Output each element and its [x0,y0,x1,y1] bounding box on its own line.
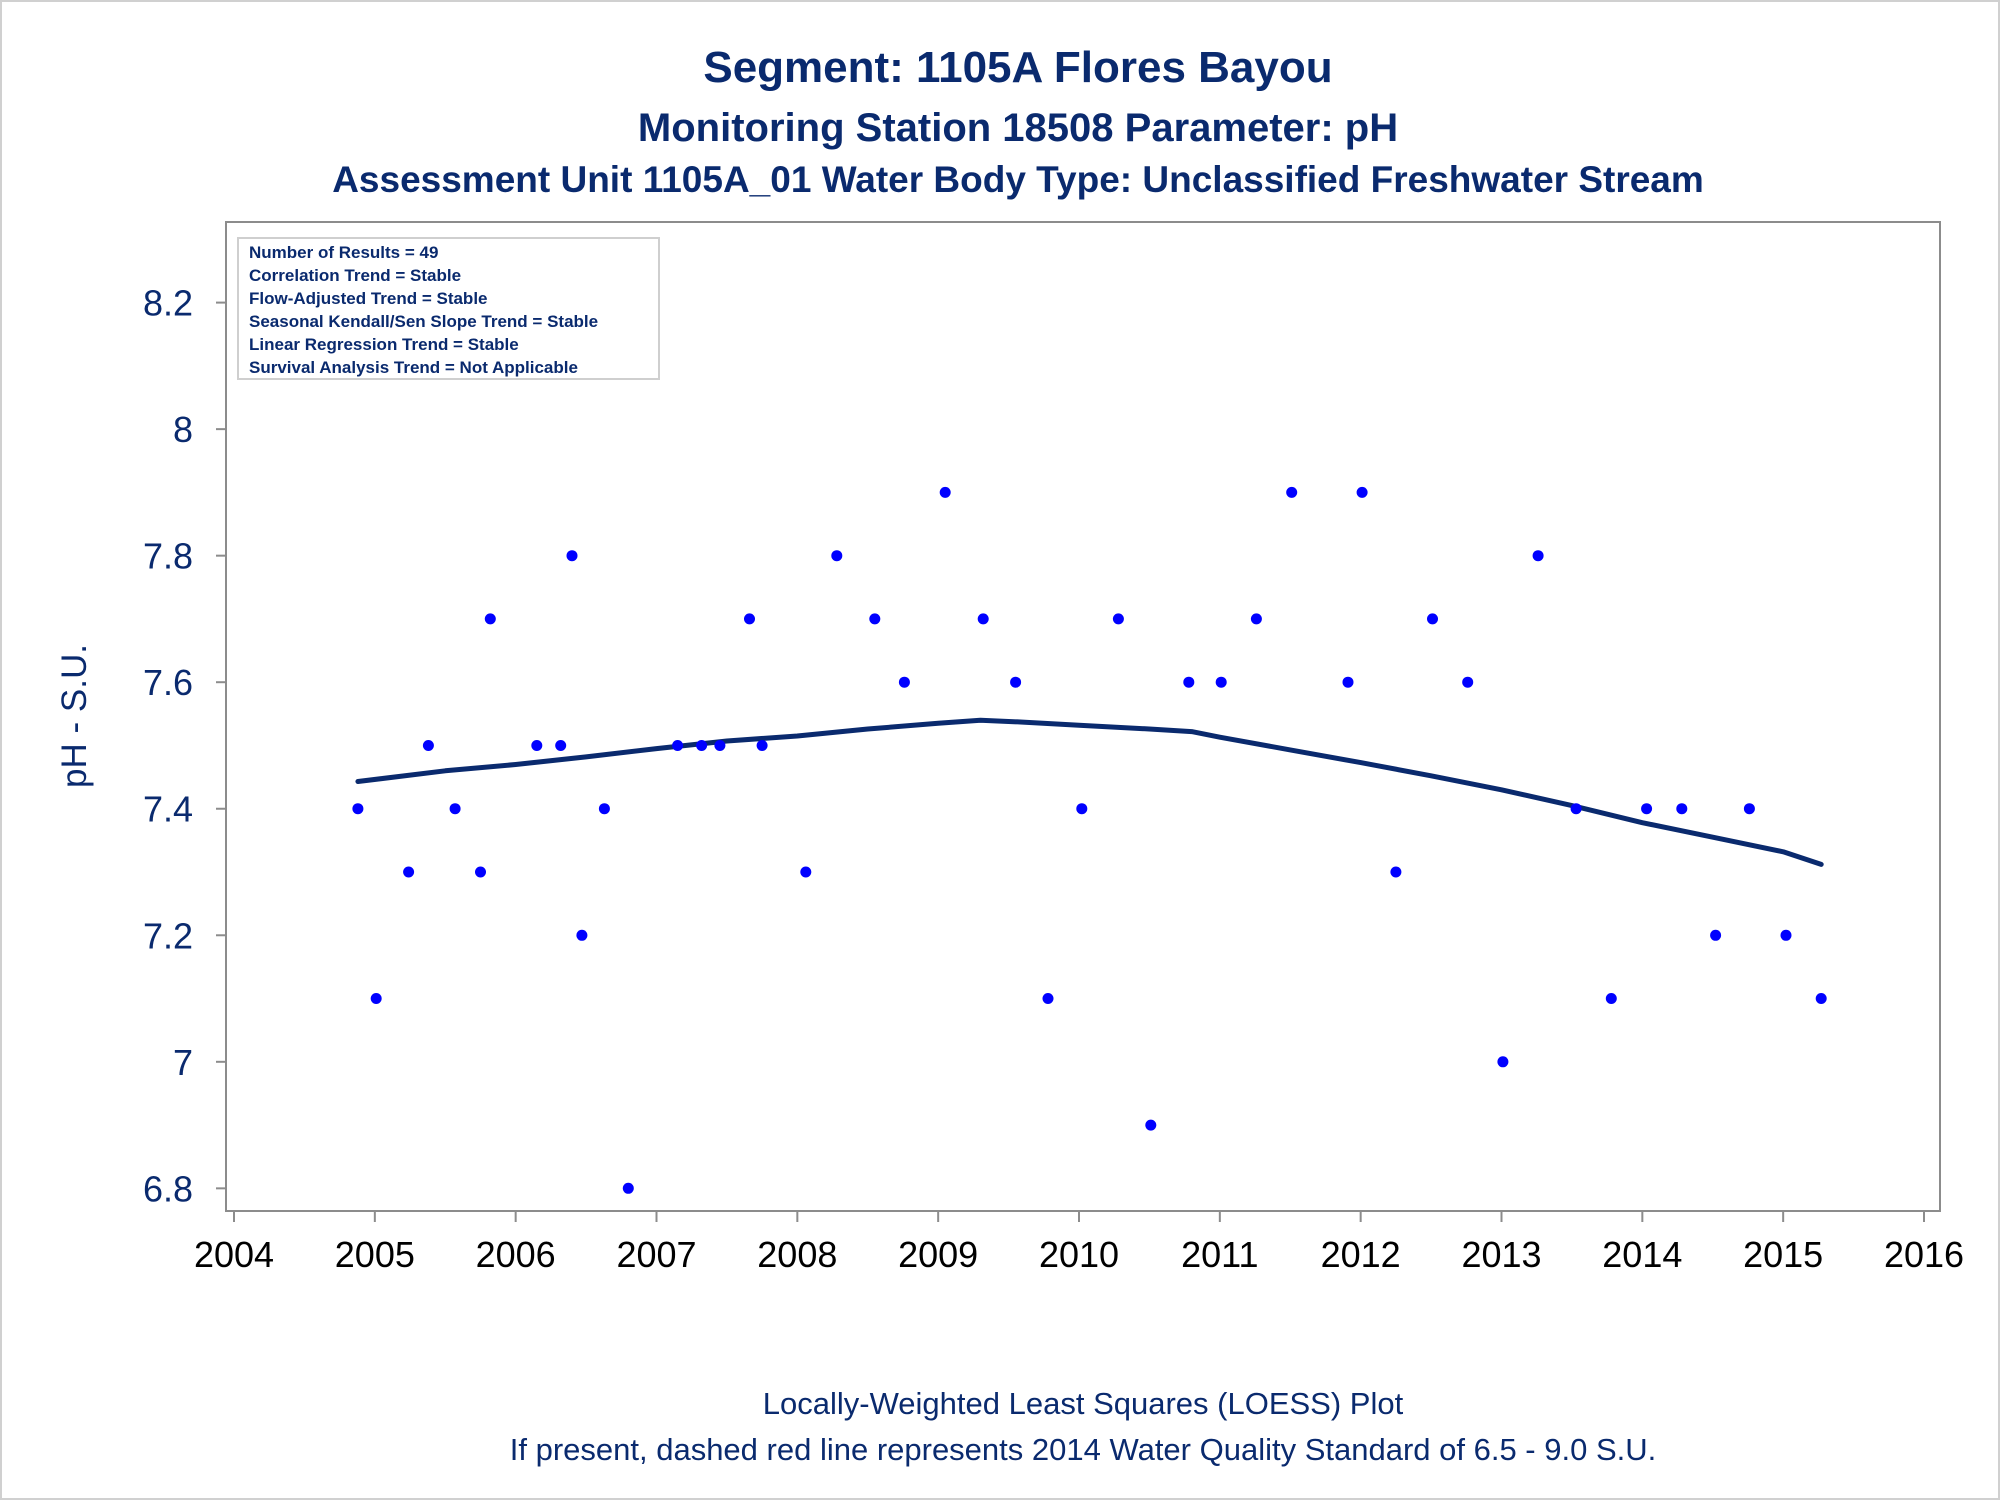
x-tick-label: 2010 [1039,1234,1119,1275]
data-point [352,803,364,815]
data-point [1342,676,1354,688]
data-point [576,929,588,941]
stats-line: Correlation Trend = Stable [249,266,461,285]
data-point [1286,486,1298,498]
data-point [484,613,496,625]
data-point [1112,613,1124,625]
data-point [714,740,726,751]
y-tick-label: 7.4 [143,789,193,830]
stats-line: Seasonal Kendall/Sen Slope Trend = Stabl… [249,312,598,331]
data-point [831,550,843,562]
chart-subtitle-2: Assessment Unit 1105A_01 Water Body Type… [332,159,1704,200]
data-point [555,740,567,751]
data-point [449,803,461,815]
x-tick-label: 2016 [1884,1234,1964,1275]
y-tick-label: 8.2 [143,283,193,324]
data-point [898,676,910,688]
data-point [1532,550,1544,562]
data-point [696,740,708,751]
data-point [1743,803,1755,815]
data-point [598,803,610,815]
data-point [622,1182,634,1194]
data-point [370,993,382,1004]
data-point [1605,993,1617,1004]
data-point [1183,676,1195,688]
data-point [672,740,684,751]
data-point [756,740,768,751]
data-point [1710,929,1722,941]
footnote-loess: Locally-Weighted Least Squares (LOESS) P… [763,1386,1404,1421]
data-point [1427,613,1438,625]
x-tick-label: 2011 [1181,1234,1258,1275]
data-point [1641,803,1653,815]
data-point [1497,1056,1509,1068]
data-point [1390,866,1402,878]
y-tick-label: 7.8 [143,536,193,577]
data-point [869,613,881,625]
data-point [1676,803,1688,815]
stats-line: Linear Regression Trend = Stable [249,335,519,354]
stats-line: Survival Analysis Trend = Not Applicable [249,358,578,377]
chart-subtitle: Monitoring Station 18508 Parameter: pH [638,106,1398,150]
y-tick-label: 7.6 [143,662,193,703]
data-point [800,866,812,878]
data-point [422,740,434,751]
data-point [1250,613,1262,625]
data-point [1042,993,1054,1004]
data-point [566,550,578,562]
x-tick-label: 2015 [1743,1234,1823,1275]
x-tick-label: 2008 [757,1234,837,1275]
data-point [475,866,486,878]
data-point [1462,676,1474,688]
stats-inset: Number of Results = 49 Correlation Trend… [237,237,660,380]
loess-layer [355,717,1824,867]
data-point [1815,993,1827,1004]
points-layer [352,240,1827,1194]
stats-inset-box [237,237,660,380]
data-point [1356,486,1368,498]
y-tick-label: 7.2 [143,915,193,956]
x-tick-label: 2004 [194,1234,274,1275]
chart-title: Segment: 1105A Flores Bayou [703,43,1332,92]
loess-line [355,717,1824,867]
x-tick-label: 2009 [898,1234,978,1275]
y-tick-label: 8 [173,409,193,450]
data-point [1215,676,1227,688]
plot-area [225,221,1941,1212]
y-tick-label: 6.8 [143,1168,193,1209]
stats-line: Number of Results = 49 [249,243,438,262]
x-tick-label: 2005 [335,1234,415,1275]
x-axis: 2004 2005 2006 2007 2008 2009 2010 2011 2012 2013… [194,1211,1964,1275]
stats-line: Flow-Adjusted Trend = Stable [249,289,488,308]
y-tick-label: 7 [173,1042,193,1083]
data-point [1780,929,1792,941]
footnote-standard: If present, dashed red line represents 2… [510,1432,1657,1467]
data-point [1010,676,1022,688]
data-point [1145,1119,1157,1131]
x-tick-label: 2012 [1321,1234,1401,1275]
data-point [1570,803,1582,815]
data-point [531,740,543,751]
x-tick-label: 2013 [1461,1234,1541,1275]
data-point [1076,803,1088,815]
y-axis: 6.8 7 7.2 7.4 7.6 7.8 8 8.2 [143,283,226,1209]
data-point [977,613,989,625]
data-point [403,866,415,878]
x-tick-label: 2014 [1602,1234,1682,1275]
x-tick-label: 2007 [616,1234,696,1275]
x-tick-label: 2006 [476,1234,556,1275]
data-point [939,486,951,498]
y-axis-label: pH - S.U. [55,644,94,788]
data-point [744,613,755,625]
